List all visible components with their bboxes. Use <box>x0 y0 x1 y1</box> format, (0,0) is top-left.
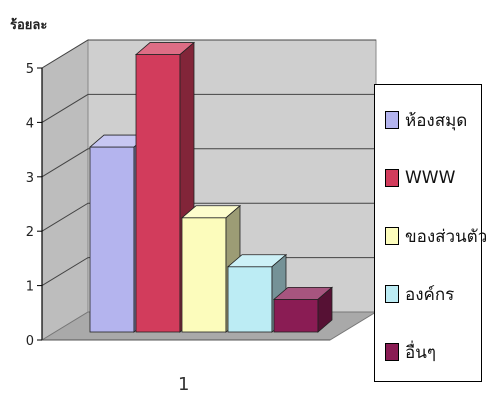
side-wall <box>41 39 89 341</box>
bar-2 <box>135 54 181 333</box>
legend-label: องค์กร <box>405 284 455 305</box>
gridline <box>41 148 376 178</box>
legend-label: WWW <box>405 168 456 188</box>
legend-item: ห้องสมุด <box>385 107 467 133</box>
bar-4 <box>227 266 273 333</box>
y-tick-label: 2 <box>26 225 34 240</box>
bar-5-side <box>317 286 333 333</box>
bar-3 <box>181 217 227 333</box>
gridline <box>41 39 376 69</box>
legend-swatch <box>385 169 399 187</box>
legend-label: อื่นๆ <box>405 342 436 363</box>
y-tick-label: 4 <box>26 116 34 131</box>
x-category-label: 1 <box>178 374 190 395</box>
legend: ห้องสมุด WWW ของส่วนตัวองค์กรอื่นๆ <box>374 84 487 382</box>
bar-5 <box>273 298 319 333</box>
y-tick-label: 0 <box>26 334 34 349</box>
legend-label: ห้องสมุด <box>405 110 468 131</box>
y-tick-label: 1 <box>26 280 34 295</box>
legend-swatch <box>385 343 399 361</box>
y-axis-label: ร้อยละ <box>10 18 48 33</box>
legend-swatch <box>385 111 399 129</box>
legend-item: อื่นๆ <box>385 339 436 365</box>
legend-swatch <box>385 227 399 245</box>
legend-item: WWW <box>385 165 455 191</box>
y-tick-label: 5 <box>26 62 34 77</box>
y-tick-label: 3 <box>26 171 34 186</box>
bar-1 <box>89 146 135 333</box>
gridline <box>41 93 376 123</box>
legend-item: องค์กร <box>385 281 454 307</box>
legend-swatch <box>385 285 399 303</box>
legend-label: ของส่วนตัว <box>405 226 487 247</box>
gridline <box>41 202 376 232</box>
legend-item: ของส่วนตัว <box>385 223 487 249</box>
